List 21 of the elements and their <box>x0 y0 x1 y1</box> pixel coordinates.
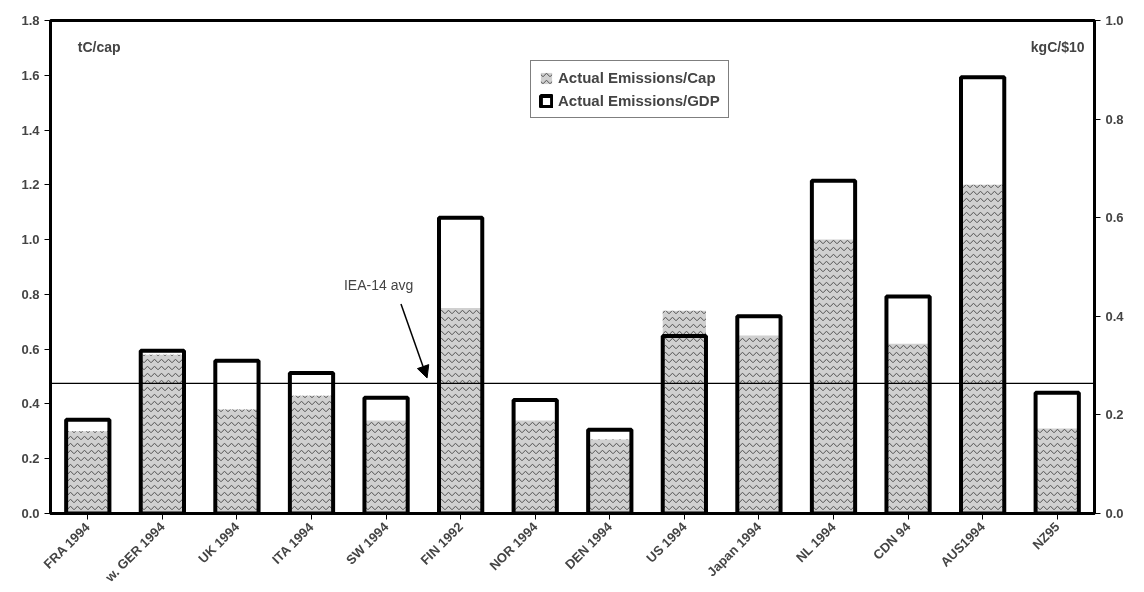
y-axis-title: tC/cap <box>77 39 121 56</box>
y2-tick-label: 0.2 <box>1105 407 1124 423</box>
legend-label: Actual Emissions/Cap <box>558 69 716 86</box>
y-tick-label: 1.6 <box>21 67 40 83</box>
y-tick-label: 0.2 <box>21 451 40 467</box>
y2-tick-label: 1.0 <box>1105 13 1124 28</box>
ref-line-label: IEA-14 avg <box>343 277 414 294</box>
legend-label: Actual Emissions/GDP <box>558 92 720 109</box>
y-tick-label: 0.0 <box>21 506 40 521</box>
y-tick-label: 1.0 <box>21 232 40 248</box>
y-tick-label: 0.4 <box>21 396 41 412</box>
y-tick-label: 1.8 <box>21 13 40 28</box>
y2-tick-label: 0.8 <box>1105 111 1124 127</box>
y2-tick-label: 0.4 <box>1105 308 1125 324</box>
y-tick-label: 0.8 <box>21 286 40 302</box>
y-tick-label: 1.4 <box>21 122 41 138</box>
y-tick-label: 0.6 <box>21 341 40 357</box>
y2-tick-label: 0.6 <box>1105 210 1124 226</box>
y-tick-label: 1.2 <box>21 177 40 193</box>
y2-axis-title: kgC/$10 <box>1030 39 1085 56</box>
y2-tick-label: 0.0 <box>1105 506 1124 521</box>
